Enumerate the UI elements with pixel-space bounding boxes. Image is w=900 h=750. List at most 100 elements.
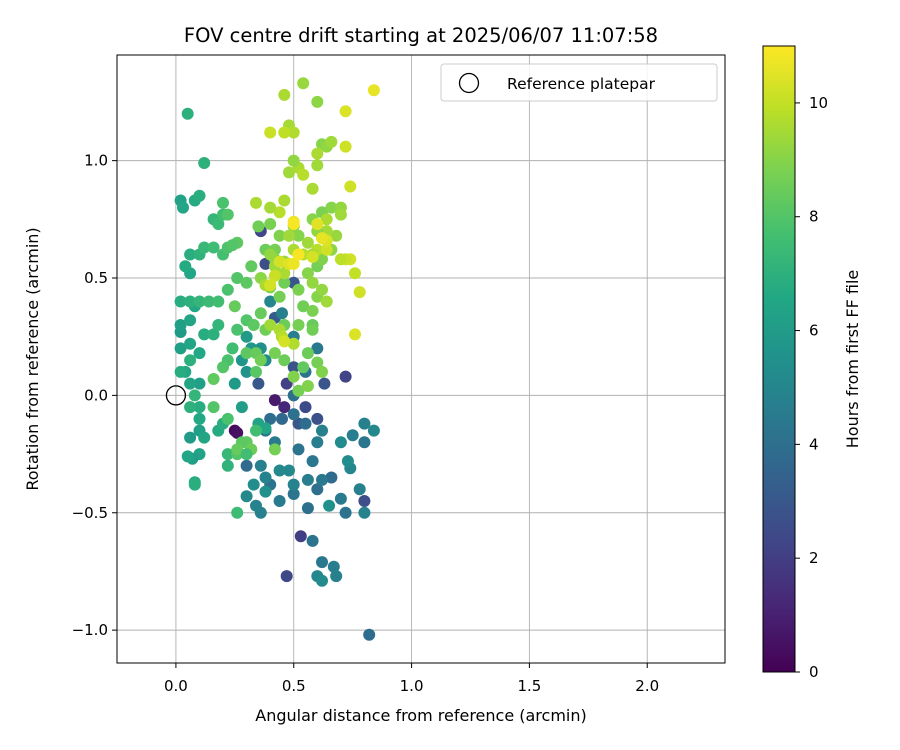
data-point	[301, 267, 314, 280]
y-tick-label: 1.0	[84, 152, 108, 170]
data-point	[339, 140, 352, 153]
data-point	[273, 464, 286, 477]
data-point	[268, 269, 281, 282]
data-point	[349, 328, 361, 341]
data-point	[174, 365, 187, 378]
data-point	[358, 417, 371, 430]
data-point	[264, 319, 277, 331]
data-point	[283, 166, 295, 179]
data-point	[254, 459, 267, 472]
data-point	[259, 485, 272, 498]
x-axis-label: Angular distance from reference (arcmin)	[255, 706, 586, 725]
data-point	[339, 370, 352, 383]
data-point	[184, 354, 197, 367]
data-point	[217, 361, 229, 374]
data-point	[226, 239, 239, 252]
data-point	[174, 295, 187, 308]
legend-box	[440, 63, 718, 102]
data-point	[283, 464, 295, 477]
data-point	[179, 260, 192, 273]
data-point	[294, 530, 307, 543]
data-point	[320, 243, 333, 256]
data-point	[221, 459, 234, 472]
data-point	[193, 377, 206, 390]
data-point	[358, 495, 371, 507]
colorbar-tick-label: 4	[809, 435, 819, 453]
data-point	[316, 365, 328, 378]
data-point	[306, 323, 319, 336]
data-point	[283, 229, 295, 242]
data-point	[273, 206, 286, 219]
data-point	[344, 180, 357, 193]
y-tick-label: 0.0	[84, 386, 108, 404]
data-point	[320, 213, 333, 226]
data-point	[292, 283, 305, 296]
data-point	[276, 307, 288, 320]
data-point	[198, 157, 211, 169]
data-point	[358, 506, 371, 519]
data-point	[240, 276, 253, 289]
data-point	[240, 365, 253, 378]
x-tick-label: 1.0	[400, 677, 424, 695]
data-point	[287, 370, 300, 383]
data-point	[325, 135, 338, 148]
data-point	[330, 570, 343, 583]
data-point	[346, 429, 359, 442]
data-point	[231, 323, 244, 336]
data-point	[217, 196, 229, 209]
data-point	[287, 488, 300, 500]
data-point	[221, 208, 234, 221]
data-point	[207, 373, 220, 385]
data-point	[311, 218, 324, 230]
x-axis-ticks: 0.0 0.5 1.0 1.5 2.0	[164, 663, 659, 695]
data-point	[339, 506, 352, 519]
data-point	[278, 88, 291, 101]
data-point	[174, 319, 187, 331]
data-point	[212, 218, 225, 230]
data-point	[264, 218, 277, 230]
scatter-points	[174, 77, 380, 641]
data-point	[341, 455, 354, 468]
data-point	[259, 471, 272, 484]
data-point	[334, 253, 347, 266]
data-point	[287, 361, 300, 374]
y-tick-label: −1.0	[72, 621, 108, 639]
data-point	[207, 401, 220, 414]
data-point	[268, 347, 281, 360]
data-point	[316, 574, 328, 587]
data-point	[252, 377, 265, 390]
data-point	[198, 328, 211, 341]
data-point	[193, 295, 206, 308]
data-point	[292, 319, 305, 331]
data-point	[316, 253, 328, 266]
y-axis-label: Rotation from reference (arcmin)	[23, 227, 42, 490]
data-point	[306, 182, 319, 195]
data-point	[316, 232, 328, 245]
grid-lines	[117, 55, 725, 663]
data-point	[250, 196, 262, 209]
data-point	[193, 401, 206, 414]
data-point	[193, 189, 206, 202]
colorbar-ticks: 0 2 4 6 8 10	[795, 94, 828, 681]
data-point	[235, 401, 248, 414]
data-point	[292, 229, 305, 242]
data-point	[174, 342, 187, 355]
data-point	[278, 194, 291, 207]
data-point	[231, 272, 244, 284]
data-point	[330, 229, 343, 242]
data-point	[367, 424, 380, 437]
data-point	[278, 354, 291, 367]
data-point	[231, 426, 244, 439]
data-point	[316, 424, 328, 437]
data-point	[228, 300, 241, 313]
data-point	[280, 570, 293, 583]
data-point	[301, 380, 314, 392]
data-point	[212, 319, 225, 331]
data-point	[268, 443, 281, 456]
data-point	[301, 347, 314, 360]
data-point	[353, 483, 366, 496]
data-point	[311, 412, 324, 425]
data-point	[188, 389, 201, 402]
data-point	[250, 499, 262, 512]
data-point	[327, 560, 340, 573]
